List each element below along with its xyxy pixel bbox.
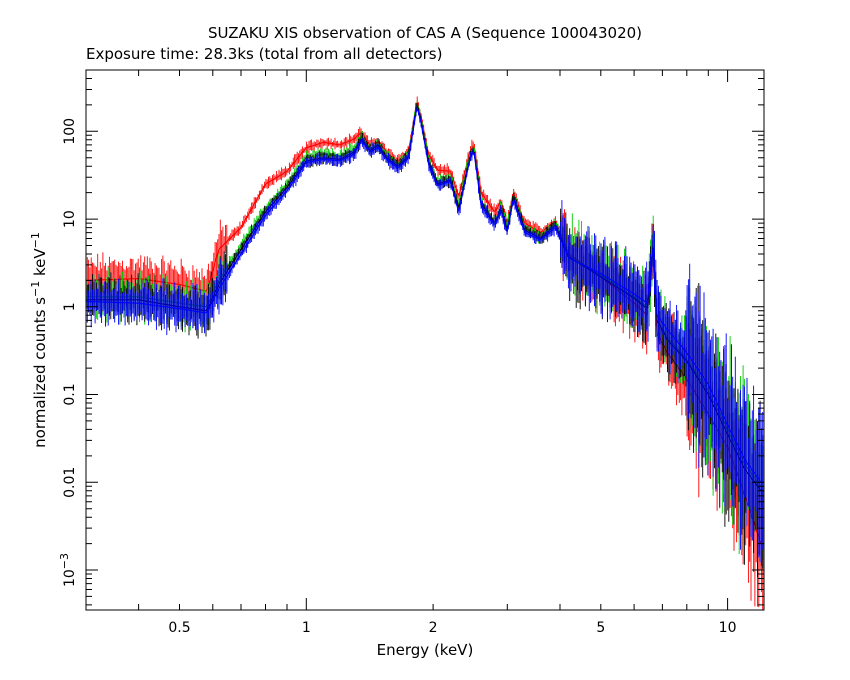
x-tick-label: 0.5 bbox=[168, 620, 190, 636]
chart-subtitle: Exposure time: 28.3ks (total from all de… bbox=[86, 45, 442, 63]
y-axis-label-mid: keV bbox=[31, 248, 49, 281]
x-tick-label: 10 bbox=[719, 620, 737, 636]
y-tick-label: 1 bbox=[62, 302, 78, 311]
y-axis-label: normalized counts s−1 keV−1 bbox=[29, 232, 49, 448]
y-tick-label: 0.1 bbox=[62, 383, 78, 405]
y-axis-label-sup2: −1 bbox=[29, 232, 42, 248]
x-tick-label: 5 bbox=[596, 620, 605, 636]
x-axis-label: Energy (keV) bbox=[377, 641, 474, 659]
y-axis-label-main: normalized counts s bbox=[31, 297, 49, 448]
y-tick-label: 10−3 bbox=[58, 553, 78, 587]
y-tick-label: 100 bbox=[62, 118, 78, 145]
y-axis-label-sup1: −1 bbox=[29, 281, 42, 297]
y-tick-labels: 10−3 0.01 0.1 1 10 100 bbox=[58, 118, 78, 587]
x-tick-label: 1 bbox=[302, 620, 311, 636]
chart-title: SUZAKU XIS observation of CAS A (Sequenc… bbox=[208, 24, 642, 42]
plot-frame bbox=[85, 69, 765, 611]
x-tick-labels: 0.5 1 2 5 10 bbox=[168, 620, 736, 636]
x-tick-label: 2 bbox=[429, 620, 438, 636]
y-tick-label: 10 bbox=[62, 210, 78, 228]
y-tick-label: 0.01 bbox=[62, 467, 78, 498]
